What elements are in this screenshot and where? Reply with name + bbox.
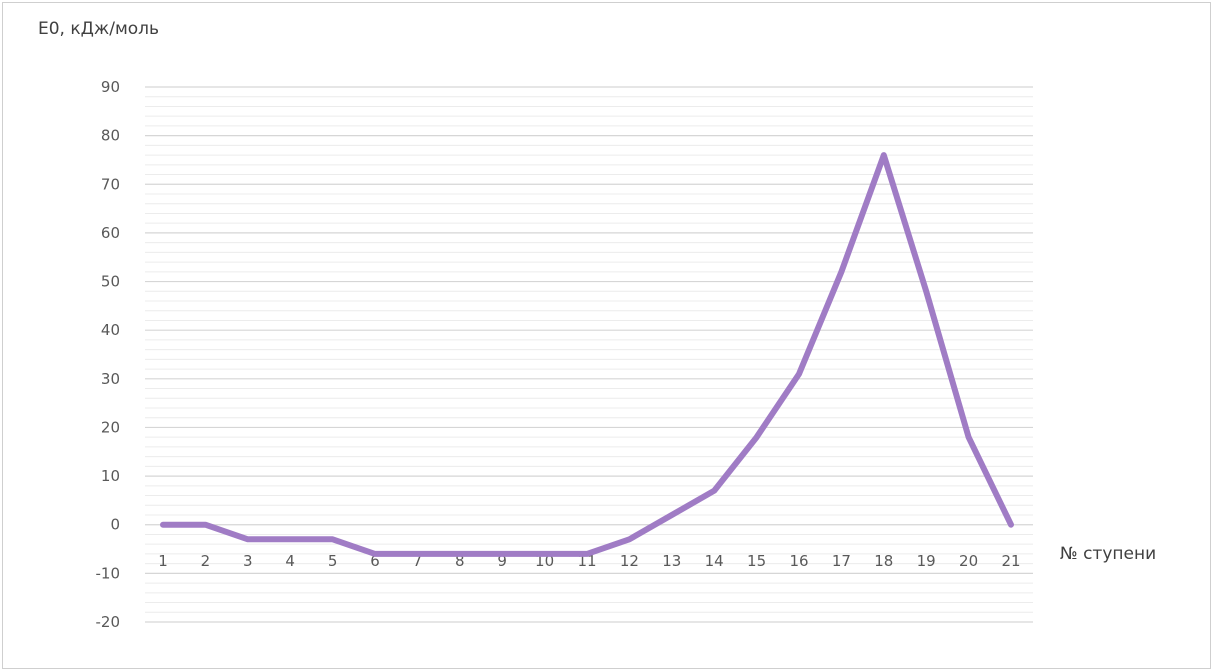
x-tick-label: 20 [959, 552, 978, 570]
x-tick-label: 2 [201, 552, 211, 570]
gridlines [145, 86, 1033, 623]
x-tick-label: 4 [285, 552, 295, 570]
x-tick-label: 17 [832, 552, 851, 570]
y-tick-label: 80 [101, 127, 120, 145]
y-tick-label: -20 [96, 613, 121, 631]
series-line [160, 152, 1014, 557]
x-tick-label: 15 [747, 552, 766, 570]
y-tick-label: 50 [101, 273, 120, 291]
y-tick-label: 90 [101, 78, 120, 96]
x-tick-label: 14 [705, 552, 724, 570]
y-tick-label: 20 [101, 418, 120, 436]
x-tick-label: 18 [874, 552, 893, 570]
y-tick-label: -10 [96, 564, 121, 582]
y-axis-title: Е0, кДж/моль [38, 19, 160, 39]
x-tick-label: 12 [620, 552, 639, 570]
x-tick-label: 19 [917, 552, 936, 570]
x-tick-label: 8 [455, 552, 465, 570]
x-tick-label: 1 [158, 552, 168, 570]
y-tick-label: 0 [110, 516, 120, 534]
y-axis-ticks: 90 80 70 60 50 40 30 20 10 0 -10 -20 [96, 78, 121, 631]
y-tick-label: 40 [101, 321, 120, 339]
y-tick-label: 30 [101, 370, 120, 388]
x-tick-label: 9 [497, 552, 507, 570]
x-tick-label: 7 [413, 552, 423, 570]
x-tick-label: 3 [243, 552, 253, 570]
x-tick-label: 16 [789, 552, 808, 570]
x-axis-title: № ступени [1060, 544, 1157, 564]
x-tick-label: 5 [328, 552, 338, 570]
x-tick-label: 6 [370, 552, 380, 570]
y-tick-label: 60 [101, 224, 120, 242]
series-lines [160, 152, 1014, 557]
x-tick-label: 21 [1001, 552, 1020, 570]
x-tick-label: 13 [662, 552, 681, 570]
x-axis-ticks: 1 2 3 4 5 6 7 8 9 10 11 12 13 14 15 16 17 18 19 20 21 [158, 552, 1020, 570]
y-tick-label: 70 [101, 175, 120, 193]
y-tick-label: 10 [101, 467, 120, 485]
